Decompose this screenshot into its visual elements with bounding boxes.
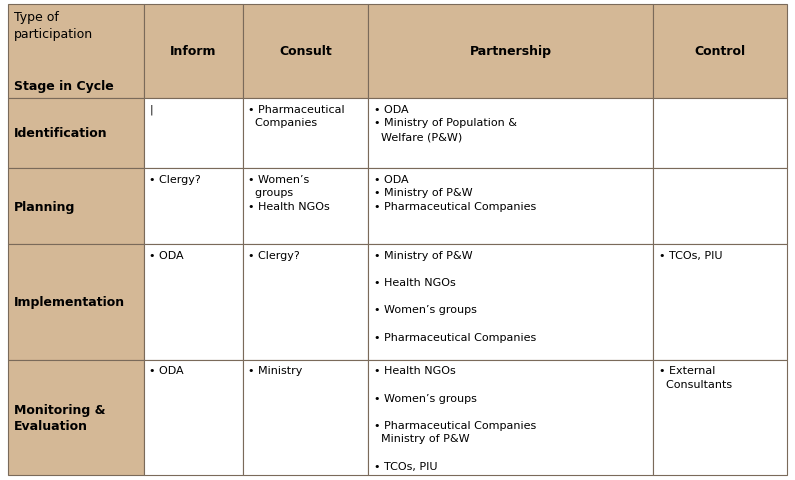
Text: Partnership: Partnership — [470, 45, 552, 59]
Text: • ODA
• Ministry of P&W
• Pharmaceutical Companies: • ODA • Ministry of P&W • Pharmaceutical… — [374, 174, 536, 211]
Bar — [653, 168, 787, 245]
Text: • ODA: • ODA — [149, 251, 184, 261]
Bar — [8, 360, 144, 475]
Bar — [368, 360, 653, 475]
Bar — [653, 99, 787, 168]
Bar — [368, 168, 653, 245]
Text: • Health NGOs

• Women’s groups

• Pharmaceutical Companies
  Ministry of P&W

•: • Health NGOs • Women’s groups • Pharmac… — [374, 366, 536, 471]
Text: • ODA: • ODA — [149, 366, 184, 376]
Bar — [368, 99, 653, 168]
Text: Inform: Inform — [170, 45, 216, 59]
Bar — [8, 99, 144, 168]
Text: • Women’s
  groups
• Health NGOs: • Women’s groups • Health NGOs — [248, 174, 330, 211]
Bar — [144, 245, 242, 360]
Text: Stage in Cycle: Stage in Cycle — [14, 80, 114, 93]
Text: Type of
participation: Type of participation — [14, 11, 94, 40]
Text: • Clergy?: • Clergy? — [149, 174, 201, 184]
Bar — [8, 168, 144, 245]
Text: Identification: Identification — [14, 127, 108, 140]
Bar — [242, 360, 368, 475]
Text: • ODA
• Ministry of Population &
  Welfare (P&W): • ODA • Ministry of Population & Welfare… — [374, 105, 517, 142]
Bar — [368, 5, 653, 99]
Bar — [368, 245, 653, 360]
Text: Consult: Consult — [279, 45, 332, 59]
Text: • Clergy?: • Clergy? — [248, 251, 301, 261]
Text: |: | — [149, 105, 153, 115]
Text: • External
  Consultants: • External Consultants — [658, 366, 731, 389]
Text: Implementation: Implementation — [14, 296, 126, 309]
Bar — [242, 5, 368, 99]
Bar — [242, 168, 368, 245]
Bar — [144, 168, 242, 245]
Text: • TCOs, PIU: • TCOs, PIU — [658, 251, 722, 261]
Bar — [8, 5, 144, 99]
Bar — [144, 99, 242, 168]
Text: Control: Control — [695, 45, 746, 59]
Bar — [653, 5, 787, 99]
Bar — [8, 245, 144, 360]
Bar — [653, 360, 787, 475]
Bar — [653, 245, 787, 360]
Text: • Ministry of P&W

• Health NGOs

• Women’s groups

• Pharmaceutical Companies: • Ministry of P&W • Health NGOs • Women’… — [374, 251, 536, 342]
Bar — [242, 99, 368, 168]
Bar — [144, 360, 242, 475]
Text: • Pharmaceutical
  Companies: • Pharmaceutical Companies — [248, 105, 345, 128]
Text: Monitoring &
Evaluation: Monitoring & Evaluation — [14, 403, 106, 432]
Bar — [242, 245, 368, 360]
Text: Planning: Planning — [14, 200, 76, 213]
Text: • Ministry: • Ministry — [248, 366, 303, 376]
Bar — [144, 5, 242, 99]
